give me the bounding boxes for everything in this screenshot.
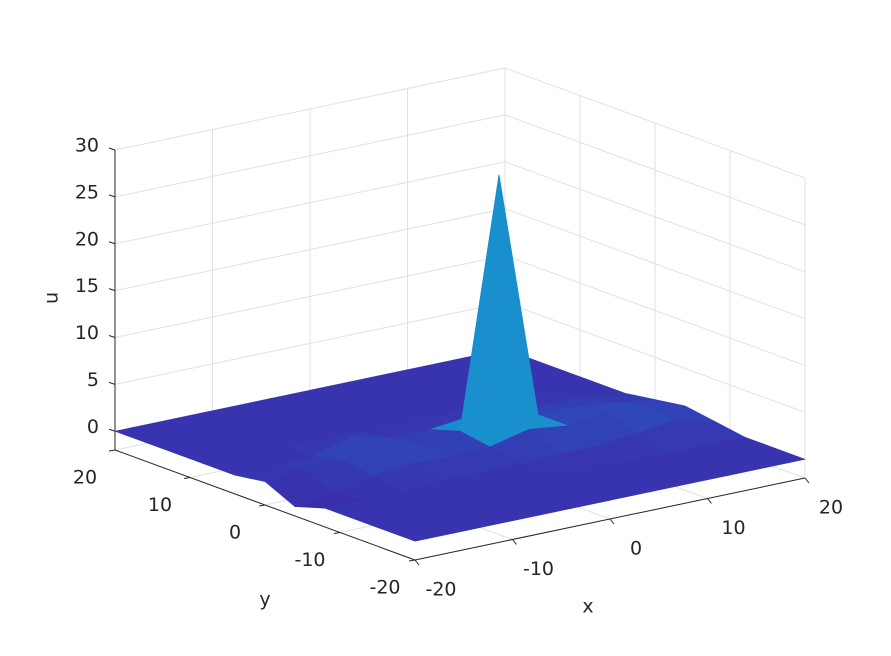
grid-line	[114, 67, 506, 151]
y-tick-label: -20	[369, 577, 400, 599]
grid-line	[114, 114, 506, 198]
tick-mark	[258, 504, 266, 507]
tick-mark	[609, 518, 615, 525]
tick-mark	[333, 532, 341, 534]
tick-mark	[108, 241, 116, 245]
tick-mark	[512, 539, 517, 545]
x-tick-label: -20	[425, 579, 456, 601]
tick-mark	[408, 559, 416, 562]
y-tick-label: 0	[229, 522, 241, 544]
z-tick-label: 30	[75, 135, 99, 157]
tick-mark	[108, 449, 116, 452]
grid-line	[114, 255, 506, 338]
grid-line	[504, 255, 806, 366]
x-axis-label: x	[582, 596, 593, 618]
tick-mark	[108, 194, 116, 198]
x-tick-label: 10	[721, 517, 745, 539]
tick-mark	[108, 147, 116, 151]
tick-mark	[108, 335, 116, 338]
tick-mark	[108, 288, 116, 292]
grid-line	[504, 114, 806, 226]
grid-line	[504, 208, 806, 320]
x-tick-label: 20	[819, 497, 843, 519]
tick-mark	[183, 477, 191, 479]
x-tick-label: -10	[523, 558, 554, 580]
tick-mark	[414, 559, 420, 566]
tick-mark	[804, 477, 810, 484]
y-tick-label: 10	[148, 494, 172, 516]
z-tick-label: 5	[87, 369, 99, 391]
y-axis-label: y	[259, 589, 270, 611]
tick-mark	[707, 498, 712, 504]
z-tick-label: 20	[75, 228, 99, 250]
grid-line	[504, 67, 806, 179]
grid-line	[114, 161, 506, 245]
tick-mark	[108, 428, 116, 432]
z-axis-label: u	[41, 292, 63, 304]
grid-line	[114, 301, 506, 385]
z-tick-label: 25	[75, 181, 99, 203]
z-tick-label: 15	[75, 275, 99, 297]
x-tick-label: 0	[630, 538, 642, 560]
surface-cell	[383, 521, 456, 542]
grid-line	[504, 301, 806, 413]
y-tick-label: 20	[73, 467, 97, 489]
z-tick-label: 0	[87, 416, 99, 438]
y-tick-label: -10	[294, 549, 325, 571]
grid-line	[114, 208, 506, 292]
z-tick-label: 10	[75, 322, 99, 344]
grid-line	[504, 161, 806, 273]
tick-mark	[108, 381, 116, 385]
